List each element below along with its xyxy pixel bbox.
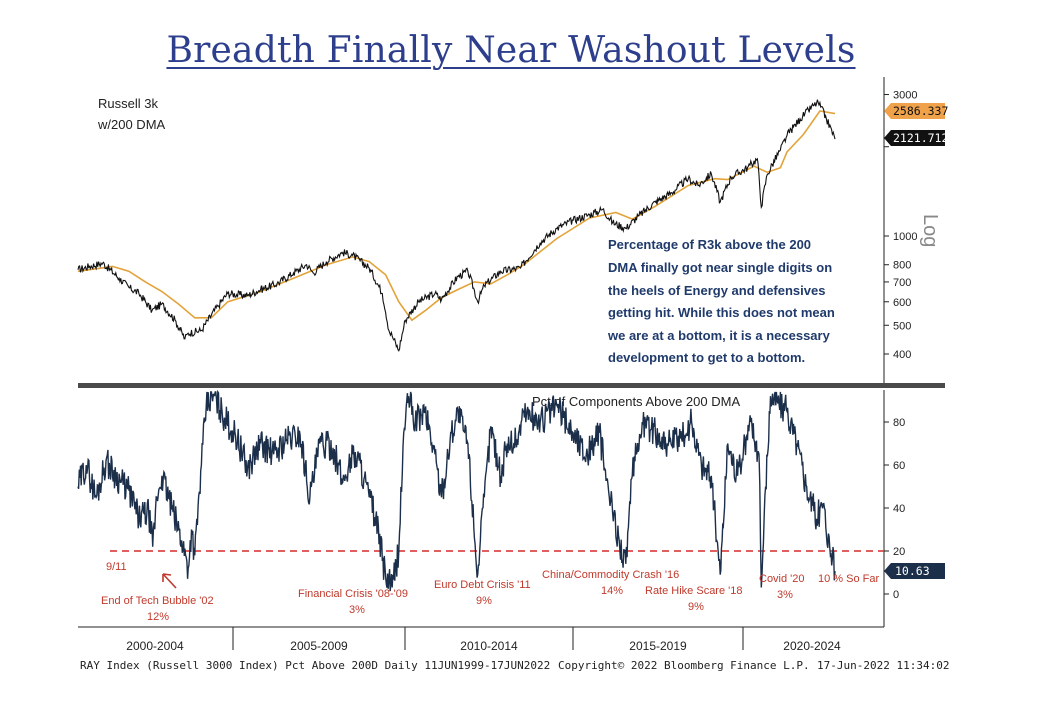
series-200-dma-line bbox=[77, 110, 836, 322]
annotation-euro-debt: Euro Debt Crisis '11 bbox=[434, 579, 531, 591]
price-tag-shape bbox=[884, 130, 945, 146]
breadth-panel-title: Pct of Components Above 200 DMA bbox=[532, 394, 740, 409]
annotation-covid: Covid '20 bbox=[759, 573, 805, 585]
commentary-line-2: DMA finally got near single digits on bbox=[608, 260, 832, 275]
top-y-axis: 400 500 600 700 800 1000 3000 bbox=[884, 90, 917, 361]
last-dma-value: 2586.337 bbox=[893, 104, 948, 118]
x-axis-label: 2005-2009 bbox=[290, 639, 348, 653]
x-axis-label: 2020-2024 bbox=[783, 639, 841, 653]
x-axis-label: 2010-2014 bbox=[460, 639, 518, 653]
footer: RAY Index (Russell 3000 Index) Pct Above… bbox=[80, 659, 950, 675]
commentary-line-5: we are at a bottom, it is a necessary bbox=[607, 328, 831, 343]
top-y-tick-label: 400 bbox=[893, 349, 911, 361]
last-price-value: 2121.712 bbox=[893, 131, 948, 145]
breadth-last-value: 10.63 bbox=[895, 564, 930, 578]
top-y-tick-label: 800 bbox=[893, 260, 911, 272]
top-y-tick-label: 3000 bbox=[893, 90, 917, 102]
top-panel-label-line2: w/200 DMA bbox=[97, 117, 166, 132]
top-y-tick-label: 1000 bbox=[893, 231, 917, 243]
bottom-y-tick-label: 80 bbox=[893, 417, 905, 429]
footer-source: RAY Index (Russell 3000 Index) Pct Above… bbox=[80, 659, 551, 672]
commentary-line-4: getting hit. While this does not mean bbox=[608, 305, 835, 320]
bottom-y-tick-label: 60 bbox=[893, 460, 905, 472]
breadth-tag-shape bbox=[884, 563, 945, 579]
annotation-tech-bubble-pct: 12% bbox=[147, 611, 169, 623]
dma-tag-shape bbox=[884, 103, 945, 119]
top-y-tick-label: 500 bbox=[893, 320, 911, 332]
footer-copyright: Copyright© 2022 Bloomberg Finance L.P. bbox=[558, 659, 810, 672]
x-axis-label: 2015-2019 bbox=[629, 639, 687, 653]
last-dma-tag: 2586.337 bbox=[884, 103, 948, 119]
series-russell-3k-line bbox=[77, 99, 836, 352]
top-y-tick-label: 700 bbox=[893, 277, 911, 289]
x-axis-ticks bbox=[232, 627, 744, 650]
annotation-financial-crisis-pct: 3% bbox=[349, 604, 365, 616]
breadth-last-tag: 10.63 bbox=[884, 563, 945, 579]
annotation-911: 9/11 bbox=[106, 561, 127, 573]
annotation-arrow bbox=[162, 573, 177, 589]
top-panel-label-line1: Russell 3k bbox=[98, 96, 158, 111]
annotation-covid-pct: 3% bbox=[777, 589, 793, 601]
event-annotations: 9/11 End of Tech Bubble '02 12% Financia… bbox=[101, 561, 879, 623]
commentary-line-1: Percentage of R3k above the 200 bbox=[608, 237, 811, 252]
annotation-china-crash: China/Commodity Crash '16 bbox=[542, 569, 679, 581]
x-axis-label: 2000-2004 bbox=[126, 639, 184, 653]
annotation-rate-hike-pct: 9% bbox=[688, 601, 704, 613]
top-y-tick-label: 600 bbox=[893, 297, 911, 309]
commentary-block: Percentage of R3k above the 200 DMA fina… bbox=[607, 237, 835, 365]
x-axis-labels: 2000-2004 2005-2009 2010-2014 2015-2019 2020… bbox=[126, 639, 841, 653]
panel-divider bbox=[78, 383, 945, 388]
bottom-y-tick-label: 0 bbox=[893, 589, 899, 601]
annotation-euro-debt-pct: 9% bbox=[476, 595, 492, 607]
commentary-line-6: development to get to a bottom. bbox=[608, 350, 805, 365]
annotation-financial-crisis: Financial Crisis '08-'09 bbox=[298, 588, 408, 600]
annotation-tech-bubble: End of Tech Bubble '02 bbox=[101, 595, 214, 607]
bottom-y-tick-label: 40 bbox=[893, 503, 905, 515]
bottom-y-axis: 0 20 40 60 80 bbox=[884, 417, 905, 601]
annotation-china-crash-pct: 14% bbox=[601, 585, 623, 597]
annotation-rate-hike: Rate Hike Scare '18 bbox=[645, 585, 742, 597]
page-title: Breadth Finally Near Washout Levels bbox=[166, 30, 856, 71]
annotation-so-far: 10 % So Far bbox=[818, 573, 879, 585]
footer-timestamp: 17-Jun-2022 11:34:02 bbox=[817, 659, 950, 672]
last-price-tag: 2121.712 bbox=[884, 130, 948, 146]
log-scale-label: Log bbox=[919, 214, 941, 247]
commentary-line-3: the heels of Energy and defensives bbox=[608, 283, 825, 298]
bottom-y-tick-label: 20 bbox=[893, 546, 905, 558]
series-breadth-line bbox=[77, 389, 836, 592]
